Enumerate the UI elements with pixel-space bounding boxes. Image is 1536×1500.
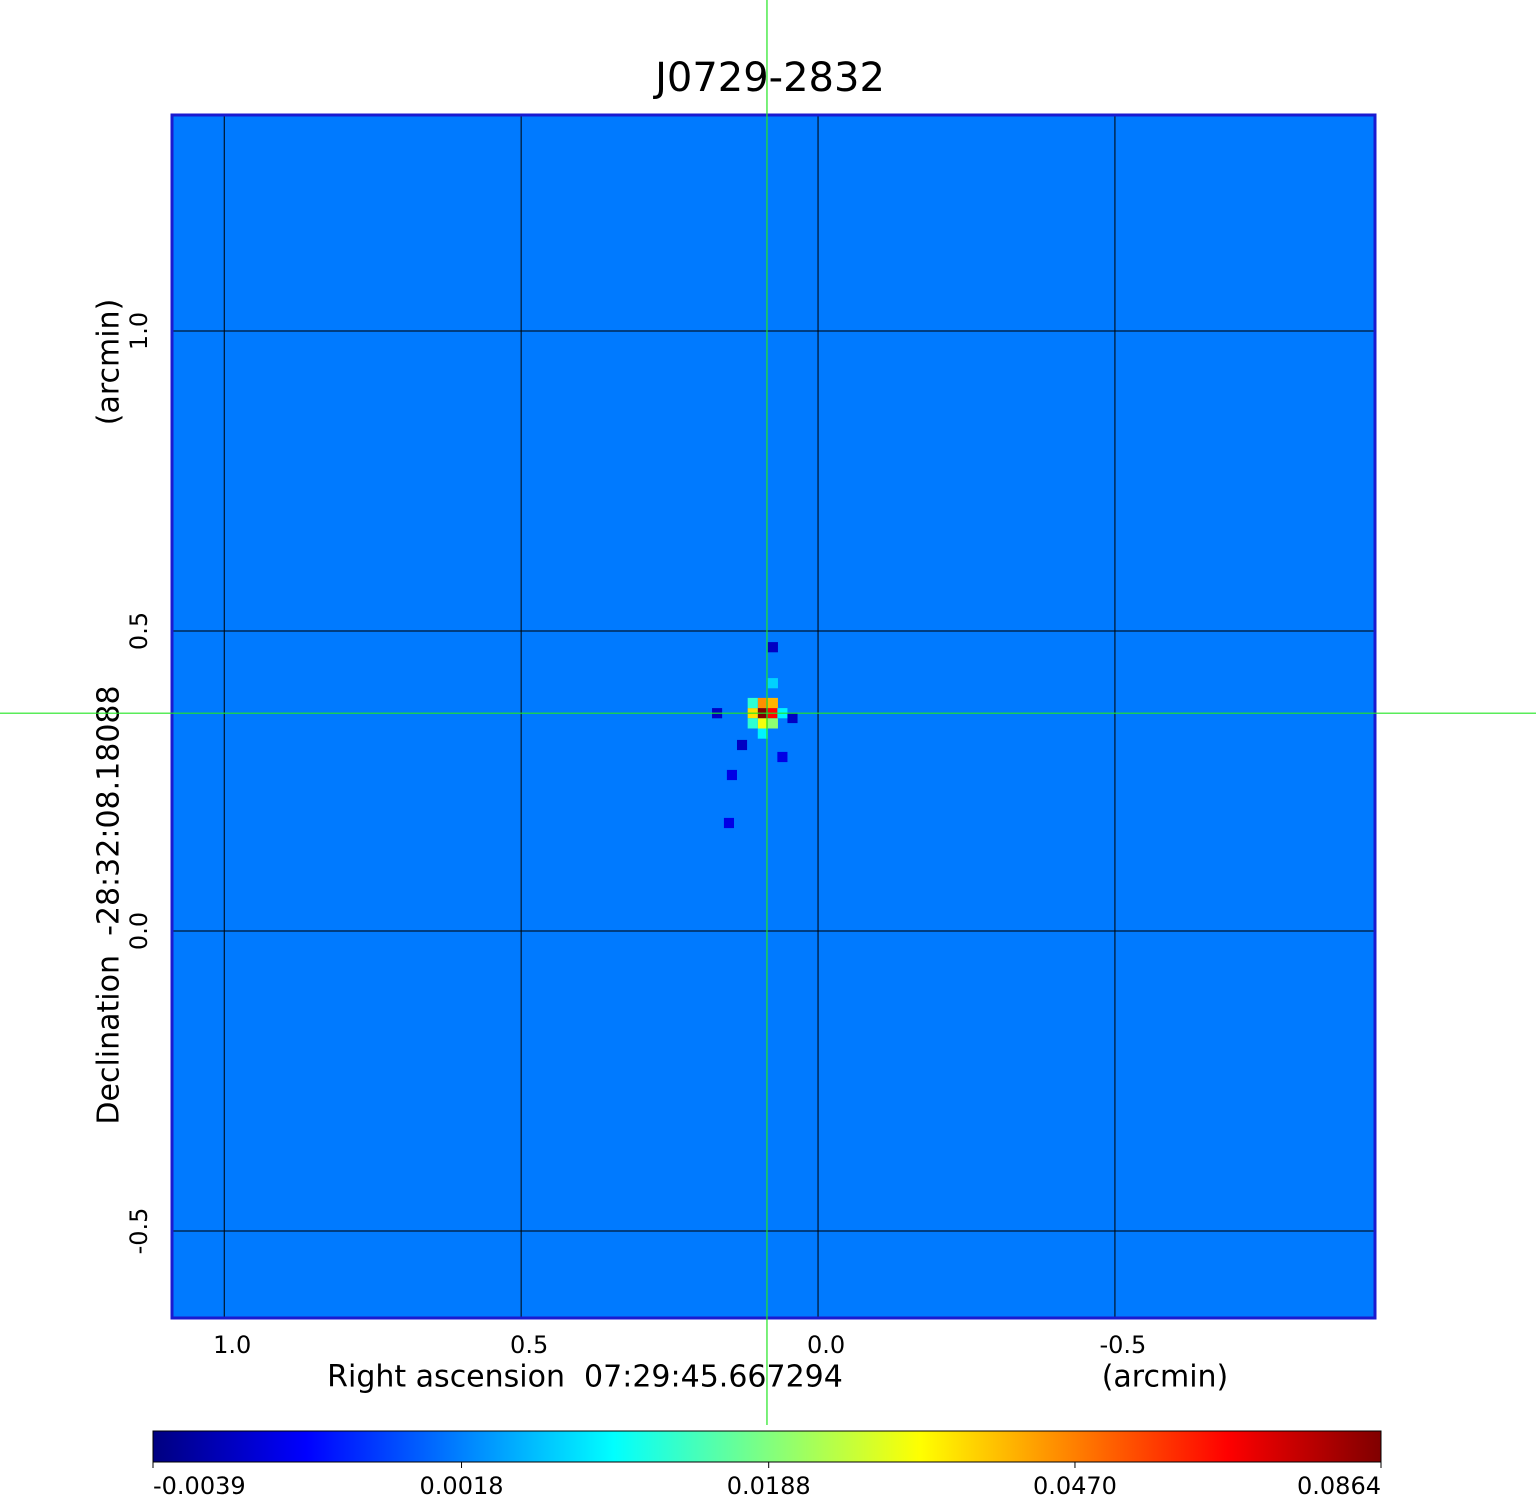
colorbar	[152, 1430, 1382, 1463]
image-pixel	[767, 642, 778, 653]
colorbar-tick-label: 0.0188	[727, 1472, 811, 1500]
x-tick-label: -0.5	[1100, 1331, 1147, 1359]
x-tick-label: 0.5	[510, 1331, 548, 1359]
y-tick-label: 0.5	[125, 612, 153, 650]
y-axis-unit: (arcmin)	[92, 299, 127, 426]
y-axis-label: Declination -28:32:08.18088	[92, 685, 127, 1124]
image-pixel	[777, 751, 788, 763]
image-pixel	[736, 739, 748, 751]
image-pixel	[787, 712, 798, 724]
image-pixel	[757, 697, 768, 709]
chart-title: J0729-2832	[652, 55, 885, 101]
image-pixel	[767, 718, 778, 729]
image-pixel	[767, 678, 778, 689]
x-tick-label: 1.0	[213, 1331, 251, 1359]
colorbar-tick-label: 0.0864	[1297, 1472, 1381, 1500]
x-axis-label: Right ascension 07:29:45.667294	[327, 1360, 843, 1395]
colorbar-tick-label: 0.0470	[1033, 1472, 1117, 1500]
colorbar-tick-label: -0.0039	[153, 1472, 246, 1500]
x-tick-label: 0.0	[807, 1331, 845, 1359]
image-layer	[172, 115, 1375, 1318]
image-pixel	[747, 718, 758, 729]
image-pixel	[757, 718, 768, 729]
colorbar-tick-label: 0.0018	[420, 1472, 504, 1500]
image-pixel	[747, 697, 758, 709]
plot-frame	[170, 113, 1377, 1320]
y-tick-label: 1.0	[125, 312, 153, 350]
y-tick-label: 0.0	[125, 912, 153, 950]
image-pixel	[723, 817, 735, 829]
x-axis-unit: (arcmin)	[1102, 1360, 1229, 1395]
image-pixel	[767, 697, 778, 709]
y-tick-label: -0.5	[125, 1208, 153, 1255]
image-pixel	[757, 728, 768, 739]
image-pixel	[726, 769, 737, 781]
